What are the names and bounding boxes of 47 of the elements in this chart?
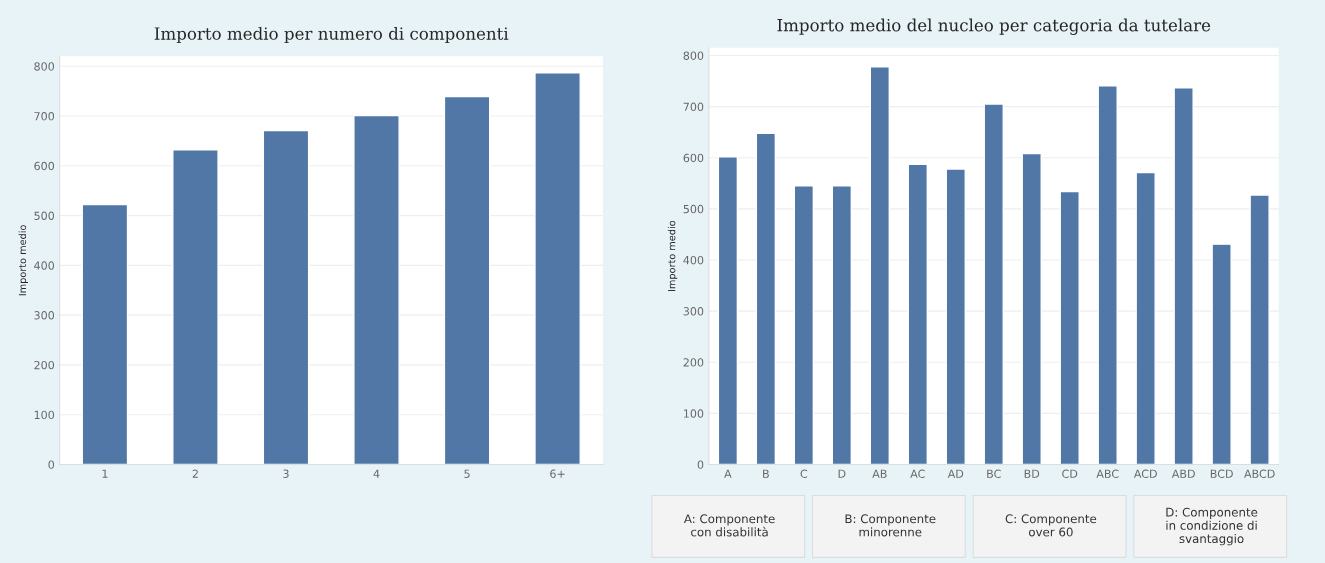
y-tick-label: 800 [683, 51, 704, 60]
y-tick-label: 500 [34, 211, 55, 220]
x-tick-label: 5 [464, 469, 470, 478]
x-tick-label: AD [947, 469, 964, 478]
y-tick-label: 300 [683, 307, 704, 316]
text: C: Componente over 60 [1005, 514, 1097, 537]
x-tick-label: 1 [102, 469, 108, 478]
y-tick-label: 400 [34, 261, 55, 270]
chart-title: Importo medio per numero di componenti [154, 26, 509, 44]
y-tick-label: 0 [697, 460, 704, 469]
y-tick-label: 500 [683, 204, 704, 214]
x-tick-label: ABD [1171, 469, 1195, 478]
y-tick-label: 100 [684, 409, 704, 418]
x-tick-label: BC [987, 469, 1001, 478]
y-tick-label: 300 [34, 311, 55, 320]
x-tick-label: 2 [192, 469, 198, 478]
x-tick-label: D [838, 469, 846, 478]
x-tick-label: A [724, 469, 732, 478]
y-axis-title: Importo medio [667, 220, 678, 291]
x-tick-label: C [800, 469, 808, 478]
x-tick-label: 3 [283, 469, 289, 478]
y-axis-title: Importo medio [18, 225, 28, 296]
y-tick-label: 400 [683, 255, 704, 265]
x-tick-label: 6+ [550, 469, 565, 478]
y-tick-label: 100 [34, 410, 55, 420]
y-tick-label: 800 [34, 62, 55, 71]
y-tick-label: 200 [34, 360, 55, 370]
x-tick-label: CD [1062, 469, 1078, 478]
x-tick-label: 4 [373, 469, 380, 478]
x-tick-label: BCD [1210, 469, 1233, 478]
x-tick-label: BD [1024, 469, 1040, 478]
y-tick-label: 0 [48, 460, 55, 469]
text: B: Componente minorenne [845, 514, 936, 537]
x-tick-label: B [763, 469, 769, 478]
y-tick-label: 700 [683, 102, 704, 112]
x-tick-label: ACD [1133, 469, 1157, 478]
text: A: Componente con disabilità [683, 514, 775, 537]
text: D: Componente in condizione di svantaggio [1166, 507, 1258, 546]
chart-title: Importo medio del nucleo per categoria da tutelare [777, 18, 1211, 35]
x-tick-label: AC [910, 469, 925, 478]
x-tick-label: ABC [1096, 469, 1119, 478]
y-tick-label: 200 [683, 358, 704, 367]
y-tick-label: 600 [34, 161, 55, 171]
y-tick-label: 600 [683, 153, 704, 163]
x-tick-label: AB [872, 469, 887, 478]
y-tick-label: 700 [34, 112, 55, 121]
x-tick-label: ABCD [1244, 469, 1275, 478]
